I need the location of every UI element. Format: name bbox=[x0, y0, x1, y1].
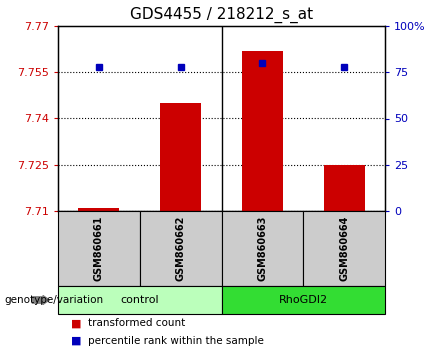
Bar bbox=[160, 103, 201, 211]
Bar bbox=[221, 286, 385, 314]
Text: GSM860661: GSM860661 bbox=[94, 216, 104, 281]
Text: ■: ■ bbox=[71, 319, 81, 329]
Text: GSM860662: GSM860662 bbox=[175, 216, 186, 281]
Text: percentile rank within the sample: percentile rank within the sample bbox=[88, 336, 264, 346]
Bar bbox=[303, 211, 385, 286]
Text: genotype/variation: genotype/variation bbox=[4, 295, 104, 305]
Text: transformed count: transformed count bbox=[88, 319, 185, 329]
Bar bbox=[140, 211, 221, 286]
Bar bbox=[324, 165, 365, 211]
Bar bbox=[58, 286, 221, 314]
Title: GDS4455 / 218212_s_at: GDS4455 / 218212_s_at bbox=[130, 7, 313, 23]
Bar bbox=[242, 51, 283, 211]
Text: control: control bbox=[120, 295, 159, 305]
Text: GSM860664: GSM860664 bbox=[339, 216, 349, 281]
Text: GSM860663: GSM860663 bbox=[258, 216, 267, 281]
Text: RhoGDI2: RhoGDI2 bbox=[279, 295, 328, 305]
Bar bbox=[78, 208, 119, 211]
Bar bbox=[58, 211, 140, 286]
Text: ■: ■ bbox=[71, 336, 81, 346]
Bar bbox=[221, 211, 303, 286]
